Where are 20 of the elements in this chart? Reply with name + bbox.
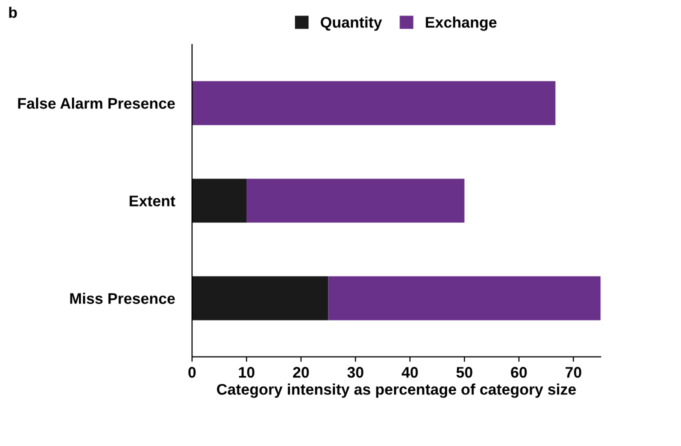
text: b [9,6,17,18]
bar [192,178,247,223]
y-tick-label: Miss Presence [70,292,175,304]
x-tick-label: 0 [188,366,196,378]
y-tick-label: Extent [130,196,176,206]
bar [246,178,464,223]
x-axis-title: Category intensity as percentage of category size [216,384,576,398]
x-tick-label: 20 [293,366,309,378]
x-tick-label: 50 [456,366,472,378]
bar [192,81,556,126]
legend-label: Quantity [320,16,382,31]
x-tick-label: 30 [347,366,364,378]
y-tick-label: False Alarm Presence [18,98,175,109]
x-tick-label: 40 [402,366,418,378]
bar [192,276,328,320]
x-tick-label: 60 [510,366,527,378]
bar [328,276,601,320]
x-tick-label: 10 [238,366,254,378]
legend-label: Exchange [426,16,496,31]
x-tick-label: 70 [566,366,582,378]
